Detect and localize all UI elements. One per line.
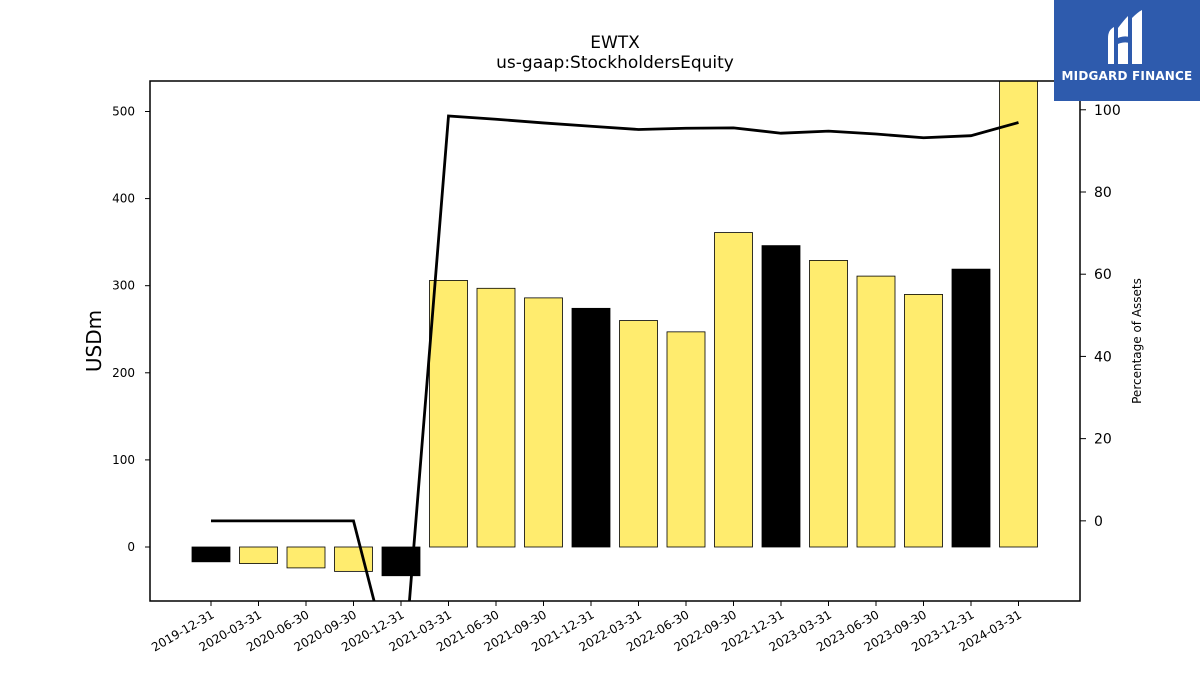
y-tick-label: 300: [112, 279, 135, 293]
bar-2021-03-31: [429, 280, 468, 548]
bar-2024-03-31: [999, 81, 1038, 548]
logo-text: MIDGARD FINANCE: [1061, 69, 1193, 83]
chart-subtitle: us-gaap:StockholdersEquity: [496, 53, 734, 73]
bar-2022-12-31: [761, 245, 801, 548]
y2-tick-label: 80: [1094, 185, 1112, 201]
y-tick-label: 400: [112, 192, 135, 206]
y-tick-label: 500: [112, 104, 135, 118]
bar-2023-09-30: [904, 294, 943, 548]
bar-2021-09-30: [524, 297, 563, 548]
bar-2022-09-30: [714, 232, 753, 548]
bar-2020-09-30: [334, 546, 373, 572]
chart-title: EWTX: [590, 33, 640, 53]
plot-frame: [149, 80, 1081, 602]
bar-2019-12-31: [191, 546, 231, 563]
bar-2020-06-30: [286, 546, 326, 569]
percentage-line: [211, 114, 1019, 601]
y2-axis-label: Percentage of Assets: [1130, 278, 1144, 404]
midgard-finance-logo: MIDGARD FINANCE: [1054, 0, 1200, 101]
y2-axis: 0 20 40 60 80 100: [1080, 103, 1121, 530]
bar-2023-06-30: [856, 275, 896, 548]
bar-2021-06-30: [476, 287, 516, 548]
y2-tick-label: 60: [1094, 267, 1112, 283]
y2-tick-label: 100: [1094, 103, 1121, 119]
bar-2022-03-31: [619, 320, 658, 548]
bar-2022-06-30: [666, 331, 706, 548]
y2-tick-label: 40: [1094, 349, 1112, 365]
y-tick-label: 200: [112, 366, 135, 380]
bar-2020-03-31: [239, 546, 278, 564]
y2-tick-label: 20: [1094, 432, 1112, 448]
y-tick-label: 0: [127, 540, 135, 554]
y-tick-label: 100: [112, 453, 135, 467]
x-axis: 2019-12-312020-03-312020-06-302020-09-30…: [149, 601, 1024, 654]
y-axis-label: USDm: [82, 310, 106, 372]
line-layer: [211, 114, 1019, 601]
y-axis: 0 100 200 300 400 500: [112, 104, 150, 554]
bar-2021-12-31: [571, 307, 611, 548]
bar-2023-12-31: [951, 268, 991, 548]
y2-tick-label: 0: [1094, 514, 1103, 530]
bar-2023-03-31: [809, 260, 848, 548]
logo-mark-icon: [1108, 10, 1142, 64]
bars-layer: [191, 81, 1038, 577]
